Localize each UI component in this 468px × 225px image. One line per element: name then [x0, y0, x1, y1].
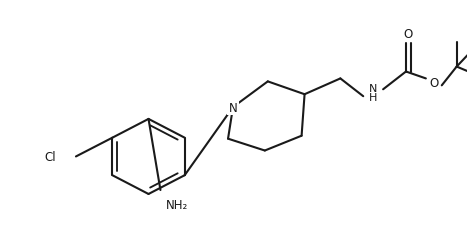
- Text: N
H: N H: [369, 83, 377, 102]
- Text: O: O: [403, 28, 413, 41]
- Text: O: O: [429, 76, 439, 90]
- Text: NH₂: NH₂: [165, 198, 188, 211]
- Text: Cl: Cl: [44, 150, 56, 163]
- Text: N: N: [229, 101, 237, 114]
